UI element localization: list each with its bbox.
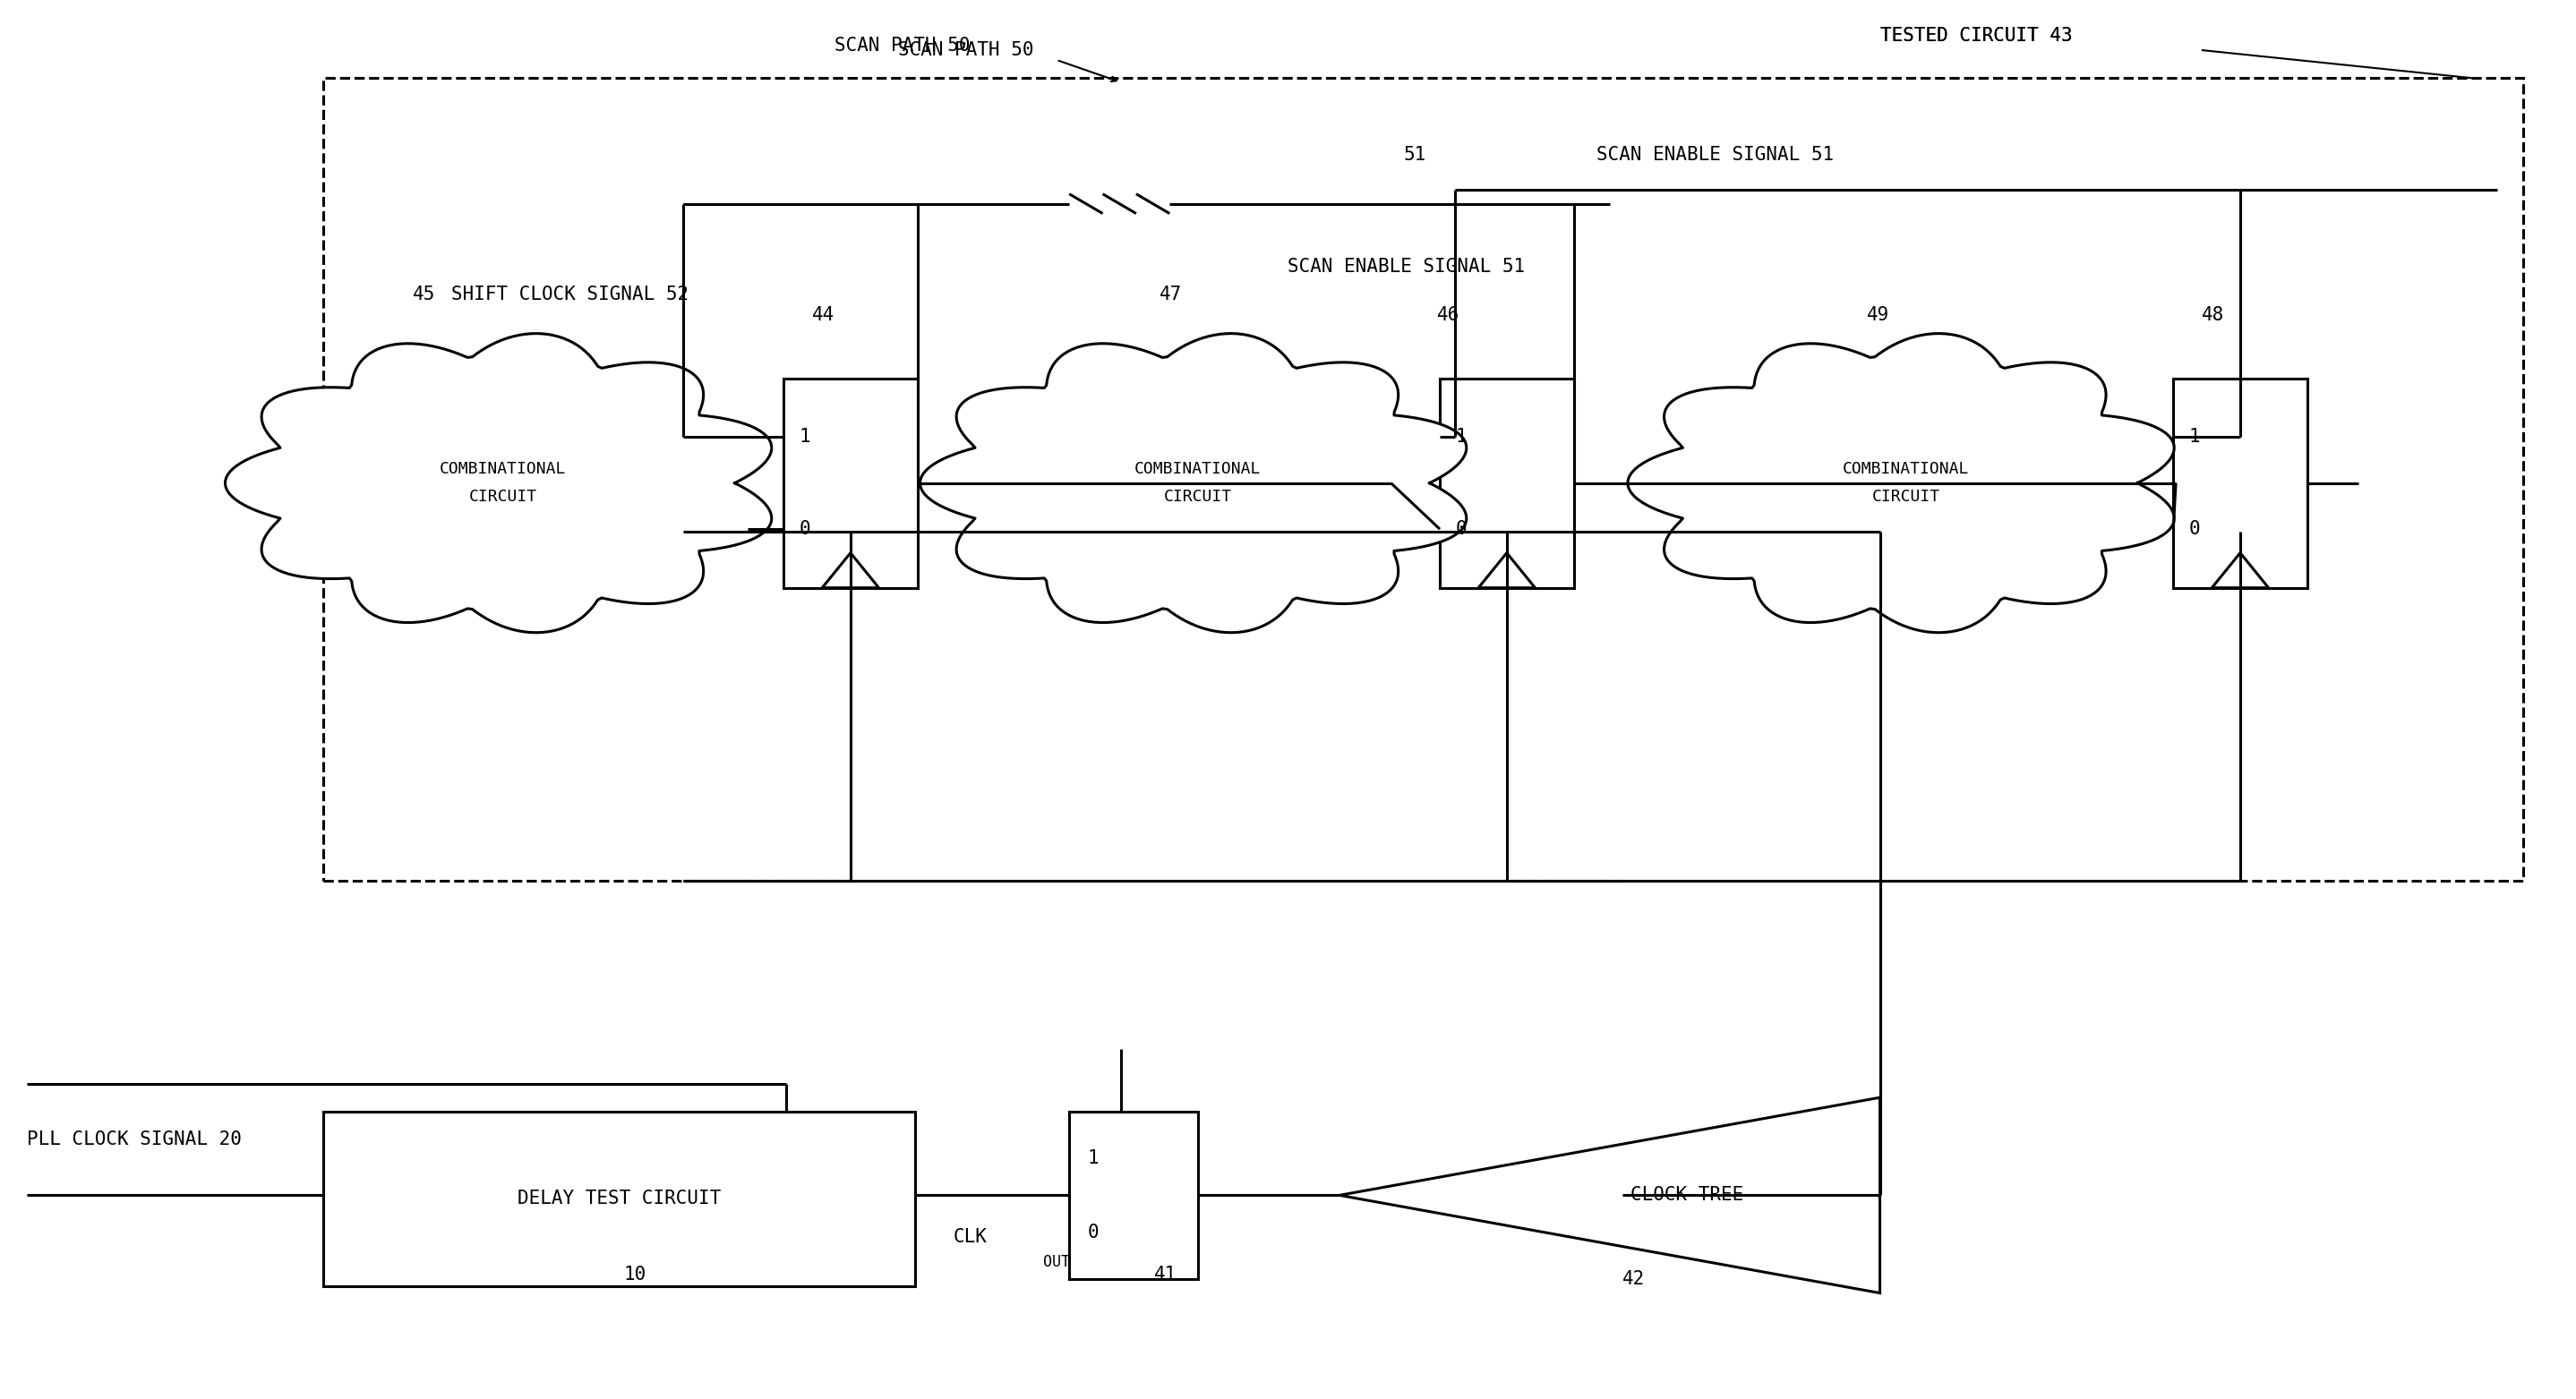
Polygon shape [1628,333,2174,632]
Text: CIRCUIT: CIRCUIT [1164,488,1231,505]
Text: 1: 1 [799,428,811,446]
Text: SHIFT CLOCK SIGNAL 52: SHIFT CLOCK SIGNAL 52 [451,285,688,304]
Text: SCAN ENABLE SIGNAL 51: SCAN ENABLE SIGNAL 51 [1288,257,1525,276]
Text: OUT: OUT [1043,1255,1072,1270]
Text: PLL CLOCK SIGNAL 20: PLL CLOCK SIGNAL 20 [26,1130,242,1149]
Text: TESTED CIRCUIT 43: TESTED CIRCUIT 43 [1880,27,2071,45]
Text: CLOCK TREE: CLOCK TREE [1631,1186,1744,1205]
Text: 0: 0 [799,520,811,539]
Text: 42: 42 [1623,1270,1646,1288]
Polygon shape [224,333,773,632]
Text: COMBINATIONAL: COMBINATIONAL [440,462,567,477]
Text: CIRCUIT: CIRCUIT [1873,488,1940,505]
Text: 49: 49 [1868,306,1891,325]
Text: 0: 0 [1455,520,1466,539]
Polygon shape [920,333,1466,632]
Text: 44: 44 [811,306,835,325]
Bar [1440,378,1574,588]
Text: TESTED CIRCUIT 43: TESTED CIRCUIT 43 [1880,27,2071,45]
Bar [783,378,917,588]
Text: 45: 45 [412,285,435,304]
Text: 48: 48 [2202,306,2223,325]
Text: COMBINATIONAL: COMBINATIONAL [1842,462,1968,477]
Text: SCAN PATH 50: SCAN PATH 50 [899,41,1033,59]
Text: 1: 1 [2190,428,2200,446]
Text: 0: 0 [2190,520,2200,539]
Text: 41: 41 [1154,1266,1177,1284]
Text: COMBINATIONAL: COMBINATIONAL [1133,462,1262,477]
Text: DELAY TEST CIRCUIT: DELAY TEST CIRCUIT [518,1189,721,1207]
Bar [322,1111,914,1286]
Text: 47: 47 [1159,285,1182,304]
Text: CLK: CLK [953,1228,987,1247]
Text: SCAN PATH 50: SCAN PATH 50 [835,36,969,55]
Bar [2174,378,2308,588]
Text: 10: 10 [623,1266,647,1284]
Text: 46: 46 [1437,306,1461,325]
Text: 1: 1 [1455,428,1466,446]
Text: CIRCUIT: CIRCUIT [469,488,538,505]
Bar [322,78,2524,881]
Text: 0: 0 [1087,1223,1097,1241]
Text: 51: 51 [1404,145,1427,164]
Bar [1069,1111,1198,1279]
Text: 1: 1 [1087,1150,1097,1167]
Text: SCAN ENABLE SIGNAL 51: SCAN ENABLE SIGNAL 51 [1597,145,1834,164]
